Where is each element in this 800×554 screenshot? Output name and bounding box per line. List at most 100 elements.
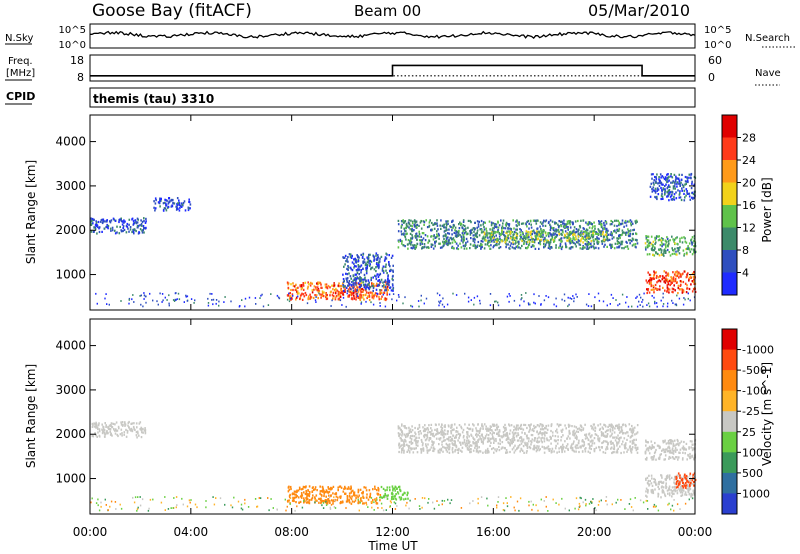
gate-cell — [324, 283, 327, 286]
noise-right-tick-top: 10^5 — [704, 25, 731, 36]
gate-cell — [466, 439, 468, 442]
gate-cell — [476, 445, 479, 448]
gate-cell — [439, 451, 441, 454]
gate-cell — [525, 232, 527, 235]
gate-cell — [638, 300, 640, 303]
gate-cell — [362, 260, 364, 263]
gate-cell — [408, 429, 411, 432]
gate-cell — [359, 283, 361, 286]
gate-cell — [140, 219, 142, 222]
gate-cell — [609, 435, 611, 438]
gate-cell — [489, 236, 491, 239]
gate-cell — [567, 239, 569, 242]
gate-cell — [470, 450, 472, 454]
gate-cell — [683, 297, 685, 299]
gate-cell — [516, 237, 518, 240]
gate-cell — [417, 440, 419, 443]
gate-cell — [128, 230, 130, 233]
gate-cell — [448, 448, 451, 451]
gate-cell — [512, 435, 514, 438]
gate-cell — [486, 451, 489, 454]
gate-cell — [678, 276, 680, 279]
gate-cell — [378, 261, 380, 264]
gate-cell — [136, 221, 139, 224]
gate-cell — [457, 451, 459, 454]
gate-cell — [442, 431, 444, 434]
gate-cell — [399, 239, 402, 243]
gate-cell — [466, 443, 469, 447]
gate-cell — [650, 182, 653, 185]
gate-cell — [614, 219, 616, 222]
gate-cell — [604, 451, 607, 454]
gate-cell — [373, 258, 376, 261]
gate-cell — [674, 279, 677, 283]
gate-cell — [512, 241, 514, 244]
gate-cell — [106, 432, 108, 435]
gate-cell — [523, 236, 525, 239]
gate-cell — [612, 447, 615, 450]
gate-cell — [647, 489, 649, 492]
gate-cell — [95, 423, 98, 426]
gate-cell — [611, 232, 613, 235]
gate-cell — [580, 230, 582, 233]
gate-cell — [402, 219, 404, 222]
gate-cell — [622, 440, 624, 443]
gate-cell — [688, 488, 690, 491]
gate-cell — [466, 442, 468, 445]
gate-cell — [293, 492, 295, 495]
gate-cell — [673, 198, 676, 201]
gate-cell — [623, 225, 625, 228]
gate-cell — [326, 502, 329, 505]
gate-cell — [590, 440, 593, 443]
gate-cell — [632, 427, 634, 430]
gate-cell — [599, 449, 601, 452]
gate-cell — [415, 442, 417, 445]
gate-cell — [534, 302, 536, 305]
gate-cell — [526, 225, 528, 228]
gate-cell — [534, 219, 536, 222]
gate-cell — [355, 298, 357, 301]
gate-cell — [649, 479, 651, 483]
gate-cell — [528, 430, 530, 433]
gate-cell — [433, 448, 436, 451]
gate-cell — [340, 500, 342, 504]
gate-cell — [369, 495, 372, 498]
gate-cell — [593, 247, 596, 250]
gate-cell — [109, 430, 111, 434]
gate-cell — [405, 433, 408, 436]
gate-cell — [332, 297, 334, 300]
gate-cell — [558, 232, 560, 236]
gate-cell — [584, 448, 586, 451]
gate-cell — [499, 442, 501, 445]
gate-cell — [544, 220, 547, 223]
gate-cell — [168, 302, 170, 305]
gate-cell — [308, 495, 311, 498]
gate-cell — [370, 301, 372, 304]
gate-cell — [664, 189, 667, 192]
gate-cell — [693, 251, 695, 254]
gate-cell — [662, 286, 664, 289]
gate-cell — [522, 238, 525, 242]
gate-cell — [332, 502, 334, 505]
gate-cell — [105, 425, 107, 428]
gate-cell — [305, 489, 307, 493]
gate-cell — [504, 429, 506, 432]
gate-cell — [507, 437, 510, 440]
gate-cell — [489, 241, 491, 244]
gate-cell — [551, 431, 554, 434]
gate-cell — [688, 176, 690, 179]
gate-cell — [605, 227, 608, 230]
gate-cell — [395, 493, 397, 496]
gate-cell — [635, 449, 638, 452]
gate-cell — [135, 422, 138, 425]
gate-cell — [670, 173, 672, 176]
gate-cell — [577, 241, 579, 244]
gate-cell — [558, 230, 560, 233]
gate-cell — [504, 241, 506, 244]
noise-right-tick-bottom: 10^0 — [704, 40, 731, 51]
gate-cell — [679, 474, 681, 477]
gate-cell — [125, 428, 127, 431]
gate-cell — [679, 476, 681, 479]
gate-cell — [547, 246, 550, 249]
gate-cell — [302, 293, 305, 296]
